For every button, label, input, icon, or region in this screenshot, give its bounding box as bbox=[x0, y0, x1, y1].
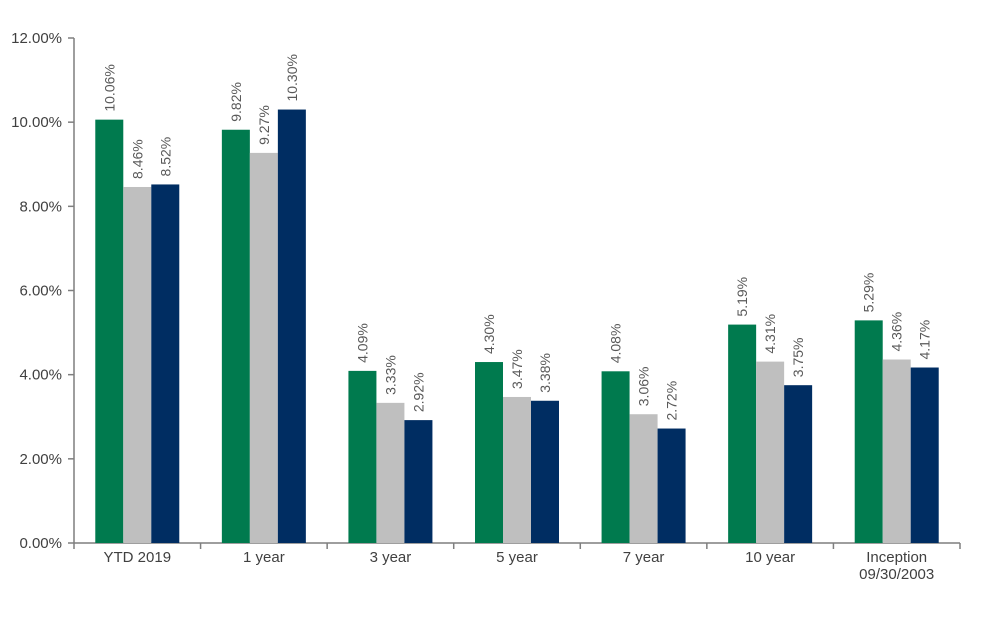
data-label: 2.92% bbox=[410, 372, 426, 412]
data-label: 5.19% bbox=[734, 277, 750, 317]
data-label: 9.27% bbox=[256, 105, 272, 145]
bar bbox=[221, 129, 250, 543]
x-category-label: 09/30/2003 bbox=[859, 566, 934, 583]
bars bbox=[95, 109, 939, 544]
bar bbox=[756, 361, 785, 543]
y-tick-label: 8.00% bbox=[19, 198, 62, 215]
x-category-label: 3 year bbox=[370, 549, 412, 566]
data-label: 3.47% bbox=[509, 349, 525, 389]
data-label: 4.36% bbox=[889, 312, 905, 352]
data-label: 3.33% bbox=[382, 355, 398, 395]
data-label: 4.31% bbox=[762, 314, 778, 354]
x-category-label: Inception bbox=[866, 549, 927, 566]
bar bbox=[123, 186, 152, 543]
bar bbox=[657, 428, 686, 543]
data-label: 3.38% bbox=[537, 353, 553, 393]
bar bbox=[854, 320, 883, 543]
data-label: 9.82% bbox=[228, 82, 244, 122]
bar bbox=[784, 385, 813, 543]
data-label: 3.75% bbox=[790, 337, 806, 377]
bar bbox=[728, 324, 757, 543]
y-tick-label: 0.00% bbox=[19, 535, 62, 552]
data-label: 4.17% bbox=[917, 320, 933, 360]
bar bbox=[95, 119, 124, 544]
data-label: 10.30% bbox=[284, 54, 300, 101]
x-axis: YTD 2019 1 year 3 year 5 year 7 year 10 year I… bbox=[73, 542, 961, 583]
data-label: 8.46% bbox=[129, 139, 145, 179]
bar bbox=[601, 371, 630, 543]
bar bbox=[404, 420, 433, 543]
bar bbox=[503, 396, 531, 543]
data-label: 3.06% bbox=[636, 367, 652, 407]
bar bbox=[249, 152, 278, 543]
data-label: 10.06% bbox=[101, 64, 117, 111]
bar bbox=[910, 367, 939, 543]
y-tick-label: 6.00% bbox=[19, 283, 62, 300]
bar bbox=[376, 402, 405, 543]
y-tick-label: 2.00% bbox=[19, 451, 62, 468]
data-label: 5.29% bbox=[861, 273, 877, 313]
bar bbox=[277, 109, 306, 544]
data-label: 8.52% bbox=[157, 137, 173, 177]
y-tick-label: 4.00% bbox=[19, 367, 62, 384]
x-category-label: 1 year bbox=[243, 549, 285, 566]
x-category-label: 5 year bbox=[496, 549, 538, 566]
bar bbox=[531, 400, 559, 543]
y-axis: 0.00% 2.00% 4.00% 6.00% 8.00% 10.00% 12.00% bbox=[11, 30, 75, 552]
data-label: 4.30% bbox=[481, 314, 497, 354]
data-label: 4.09% bbox=[354, 323, 370, 363]
bar bbox=[629, 414, 658, 543]
data-label: 2.72% bbox=[664, 381, 680, 421]
bar bbox=[348, 370, 377, 543]
x-category-label: YTD 2019 bbox=[104, 549, 172, 566]
bar bbox=[475, 362, 503, 543]
data-labels: 10.06% 8.46% 8.52% 9.82% 9.27% 10.30% 4.09% 3.3… bbox=[101, 54, 932, 420]
y-tick-label: 12.00% bbox=[11, 30, 62, 47]
data-label: 4.08% bbox=[608, 324, 624, 364]
bar bbox=[151, 184, 180, 543]
x-category-label: 10 year bbox=[745, 549, 795, 566]
y-tick-label: 10.00% bbox=[11, 114, 62, 131]
bar bbox=[882, 359, 911, 543]
x-category-label: 7 year bbox=[623, 549, 665, 566]
